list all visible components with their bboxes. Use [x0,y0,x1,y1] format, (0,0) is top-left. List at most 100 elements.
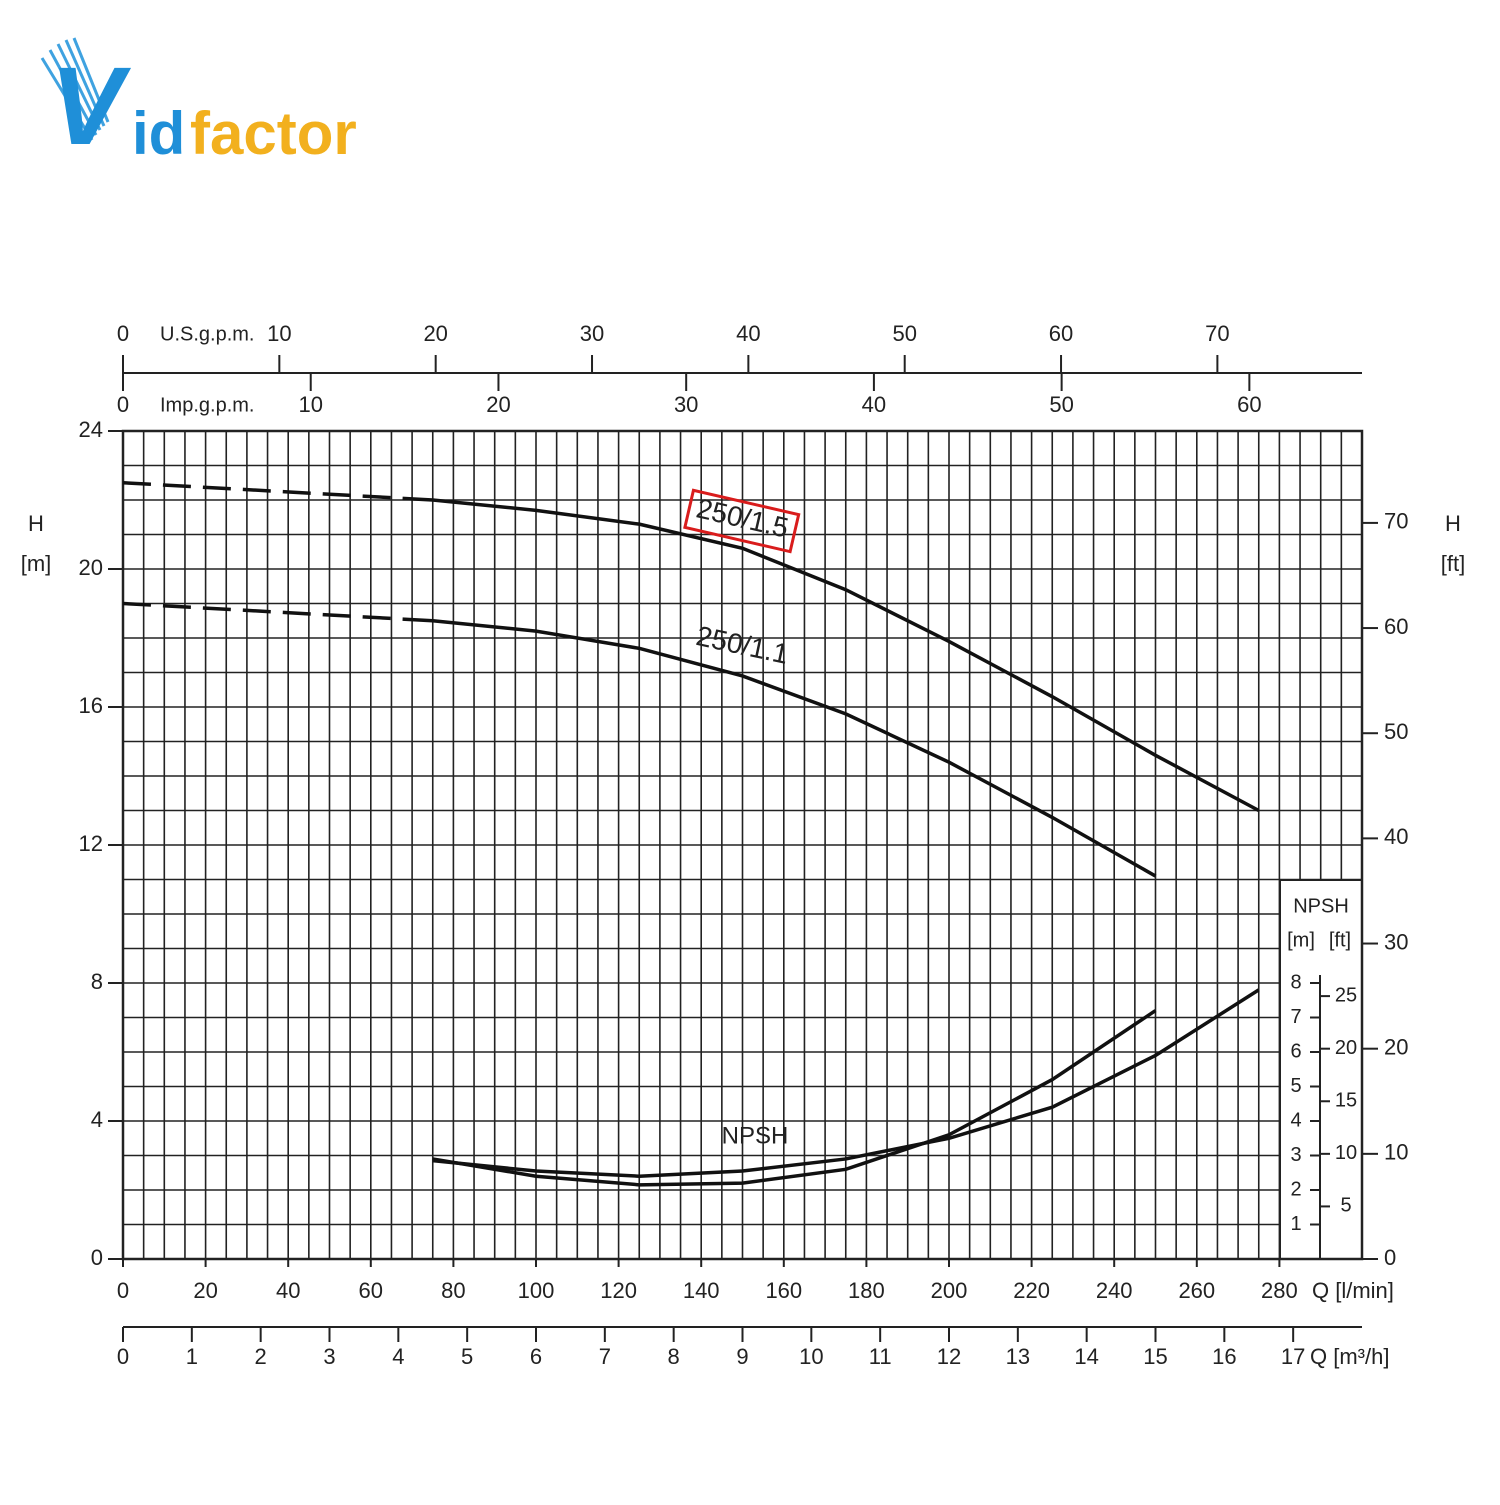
x-tick-label: 0 [117,1278,129,1303]
x-tick-label: 20 [193,1278,217,1303]
y-tick-label: 16 [79,693,103,718]
y2-tick-label: 20 [1384,1035,1408,1060]
x-tick-label: 100 [518,1278,555,1303]
y2-tick-label: 0 [1384,1245,1396,1270]
top-tick-label: 20 [486,392,510,417]
top-tick-label: 30 [674,392,698,417]
x2-tick-label: 8 [668,1344,680,1369]
x2-tick-label: 0 [117,1344,129,1369]
x2-tick-label: 11 [869,1344,892,1369]
npsh-ft-tick-label: 5 [1340,1195,1351,1217]
x-tick-label: 280 [1261,1278,1298,1303]
x2-tick-label: 17 [1281,1344,1305,1369]
x-tick-label: 260 [1178,1278,1215,1303]
y-tick-label: 4 [91,1107,103,1132]
y2-tick-label: 30 [1384,929,1408,954]
y-tick-label: 12 [79,831,103,856]
top-tick-label: 50 [892,321,916,346]
x-tick-label: 220 [1013,1278,1050,1303]
top-tick-label: 40 [862,392,886,417]
npsh-tick-label: 6 [1290,1040,1301,1062]
y2-axis-unit: [ft] [1441,551,1465,576]
x2-tick-label: 5 [461,1344,473,1369]
x-tick-label: 60 [359,1278,383,1303]
npsh-tick-label: 3 [1290,1144,1301,1166]
x2-tick-label: 7 [599,1344,611,1369]
y-tick-label: 20 [79,555,103,580]
top-tick-label: 20 [423,321,447,346]
top-tick-label: 40 [736,321,760,346]
top-tick-label: 50 [1049,392,1073,417]
top-axis-label: Imp.g.p.m. [160,394,254,416]
x2-tick-label: 16 [1212,1344,1236,1369]
logo-initial: V [50,45,132,168]
x2-tick-label: 2 [255,1344,267,1369]
curve [432,1009,1157,1187]
grid [121,429,1364,1261]
top-tick-label: 0 [117,392,129,417]
y-tick-label: 8 [91,969,103,994]
label-box [683,488,801,554]
logo-text: factor [190,100,357,167]
npsh-tick-label: 2 [1290,1178,1301,1200]
x2-tick-label: 14 [1074,1344,1098,1369]
top-tick-label: 60 [1049,321,1073,346]
npsh-ft-tick-label: 15 [1335,1090,1357,1112]
y2-tick-label: 50 [1384,719,1408,744]
curve [432,988,1260,1178]
x2-axis-label: Q [m³/h] [1310,1344,1389,1369]
npsh-ft-tick-label: 10 [1335,1142,1357,1164]
x2-tick-label: 10 [799,1344,823,1369]
x-tick-label: 180 [848,1278,885,1303]
x-tick-label: 140 [683,1278,720,1303]
y-tick-label: 0 [91,1245,103,1270]
y2-tick-label: 10 [1384,1140,1408,1165]
x2-tick-label: 4 [392,1344,404,1369]
top-tick-label: 0 [117,321,129,346]
npsh-tick-label: 5 [1290,1075,1301,1097]
y2-axis-label: H [1445,511,1461,536]
npsh-axis-unit: [m] [1287,929,1315,951]
logo-text: id [132,100,185,167]
x-tick-label: 120 [600,1278,637,1303]
npsh-tick-label: 1 [1290,1213,1301,1235]
x2-tick-label: 3 [323,1344,335,1369]
npsh-axis-unit: [ft] [1329,929,1351,951]
x2-tick-label: 1 [186,1344,198,1369]
npsh-ft-tick-label: 25 [1335,984,1357,1006]
npsh-tick-label: 8 [1290,971,1301,993]
top-axis-label: U.S.g.p.m. [160,323,254,345]
logo-rays [40,37,110,141]
y2-tick-label: 40 [1384,824,1408,849]
x2-tick-label: 15 [1143,1344,1167,1369]
y2-tick-label: 60 [1384,614,1408,639]
curve [122,601,1157,878]
npsh-tick-label: 4 [1290,1109,1301,1131]
top-tick-label: 70 [1205,321,1229,346]
npsh-tick-label: 7 [1290,1006,1301,1028]
npsh-axis-title: NPSH [1293,895,1349,917]
y2-tick-label: 70 [1384,509,1408,534]
x-tick-label: 240 [1096,1278,1133,1303]
x2-tick-label: 12 [937,1344,961,1369]
x2-tick-label: 13 [1006,1344,1030,1369]
x-tick-label: 200 [931,1278,968,1303]
curve [122,481,1260,813]
x2-tick-label: 6 [530,1344,542,1369]
y-tick-label: 24 [79,417,103,442]
top-tick-label: 10 [298,392,322,417]
annotation: NPSH [722,1122,789,1149]
y-axis-unit: [m] [21,551,52,576]
x-tick-label: 160 [765,1278,802,1303]
y-axis-label: H [28,511,44,536]
x-tick-label: 80 [441,1278,465,1303]
top-tick-label: 10 [267,321,291,346]
logo: V id factor [40,37,357,168]
x-axis-label: Q [l/min] [1312,1278,1394,1303]
top-tick-label: 60 [1237,392,1261,417]
x2-tick-label: 9 [736,1344,748,1369]
x-tick-label: 40 [276,1278,300,1303]
top-tick-label: 30 [580,321,604,346]
